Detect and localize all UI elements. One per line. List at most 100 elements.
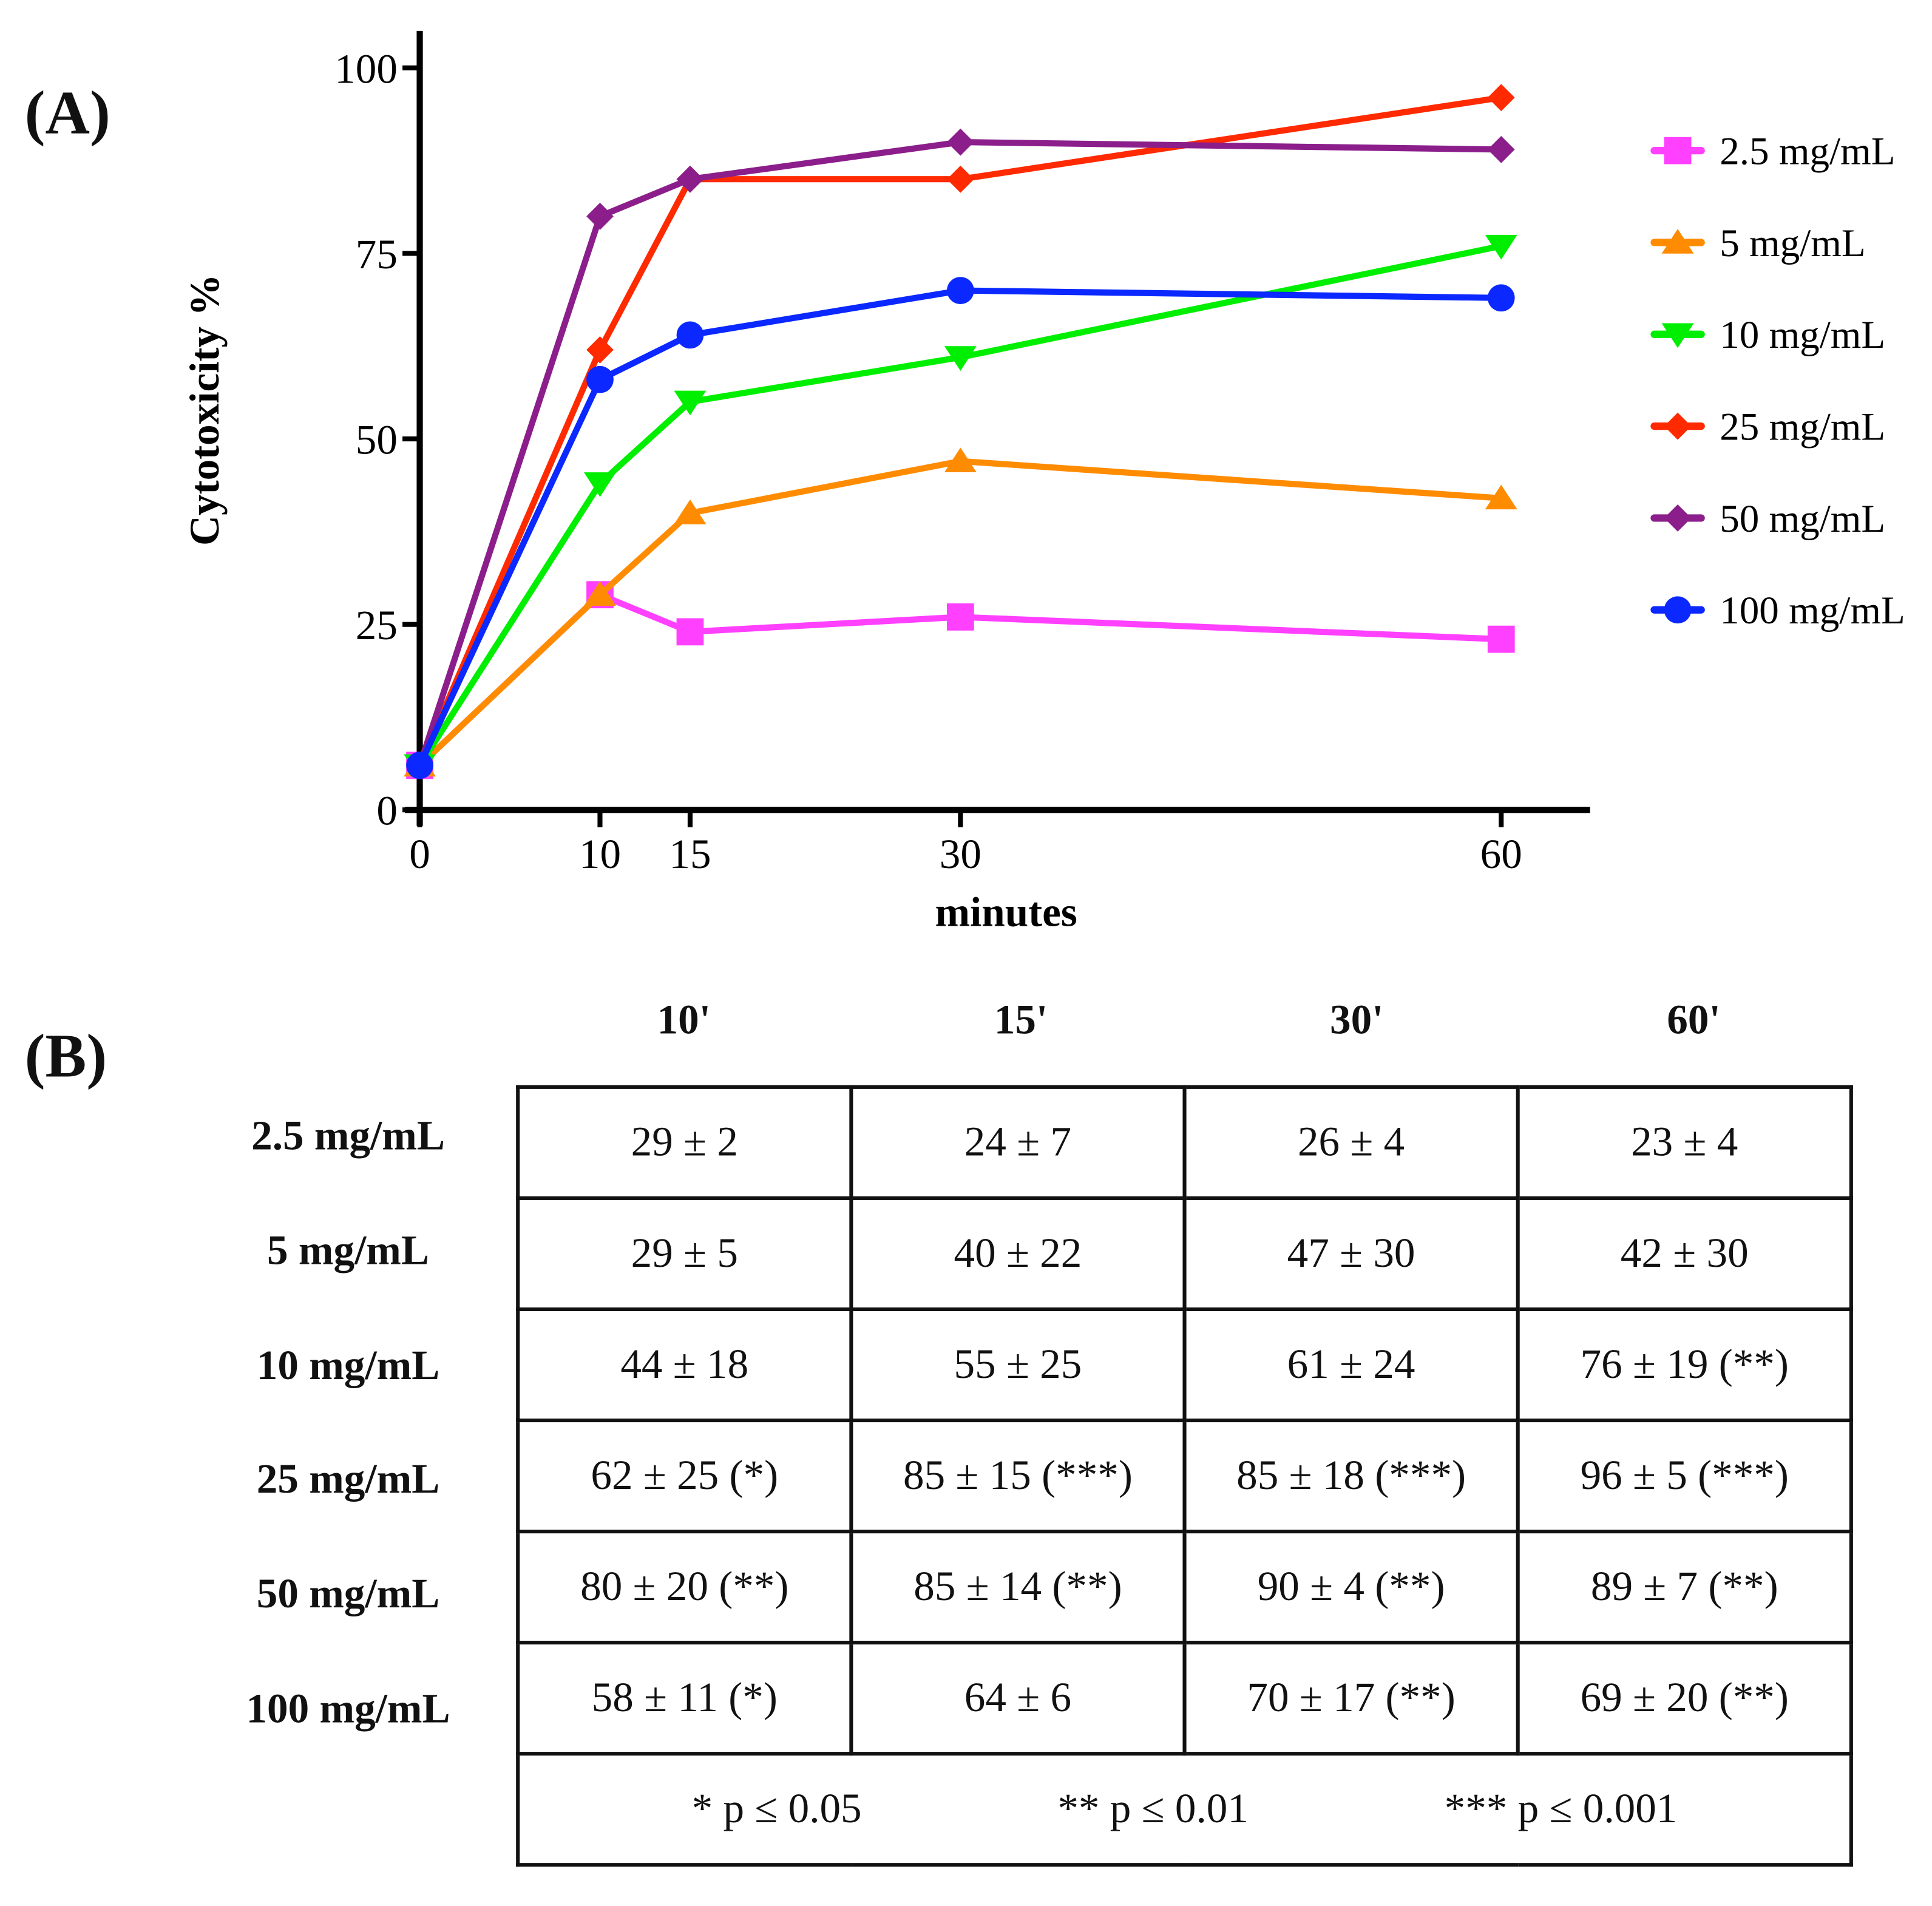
- legend-item: 50 mg/mL: [1650, 497, 1885, 541]
- row-header: 25 mg/mL: [256, 1457, 440, 1504]
- x-tick-label: 0: [409, 830, 430, 877]
- data-point: [586, 202, 614, 230]
- data-point: [674, 390, 707, 416]
- data-point: [676, 618, 704, 646]
- table-row: 44 ± 18 55 ± 25 61 ± 24 76 ± 19 (**): [516, 1307, 1853, 1423]
- legend-marker: [1664, 596, 1692, 624]
- legend-marker: [1664, 412, 1692, 440]
- table-row: 29 ± 5 40 ± 22 47 ± 30 42 ± 30: [516, 1196, 1853, 1312]
- table-row: 58 ± 11 (*) 64 ± 6 70 ± 17 (**) 69 ± 20 (**…: [516, 1641, 1853, 1756]
- table-cell: 70 ± 17 (**): [1182, 1641, 1520, 1756]
- table-cell: 76 ± 19 (**): [1516, 1307, 1853, 1423]
- table-cell: 89 ± 7 (**): [1516, 1530, 1853, 1645]
- legend-label: 25 mg/mL: [1720, 405, 1885, 449]
- table-cell: 29 ± 2: [516, 1085, 853, 1200]
- table-cell: 64 ± 6: [849, 1641, 1187, 1756]
- data-point: [586, 336, 614, 364]
- data-point: [944, 346, 977, 371]
- column-header: 10': [657, 997, 711, 1043]
- series-0: [406, 581, 1515, 779]
- table-cell: 44 ± 18: [516, 1307, 853, 1423]
- legend-marker: [1664, 137, 1692, 164]
- legend-item: 25 mg/mL: [1650, 405, 1885, 449]
- table-cell: 80 ± 20 (**): [516, 1530, 853, 1645]
- significance-footnote: * p ≤ 0.05: [691, 1786, 862, 1832]
- series-line: [416, 94, 1502, 767]
- panel-b-label: (B): [24, 1021, 107, 1090]
- data-point: [406, 751, 433, 779]
- data-point: [947, 603, 974, 631]
- row-header: 50 mg/mL: [256, 1572, 440, 1618]
- table-cell: 23 ± 4: [1516, 1085, 1853, 1200]
- table-cell: 24 ± 7: [849, 1085, 1187, 1200]
- legend-marker: [1661, 323, 1694, 348]
- table-row: 62 ± 25 (*) 85 ± 15 (***) 85 ± 18 (***) 96 …: [516, 1418, 1853, 1534]
- legend-label: 50 mg/mL: [1720, 497, 1885, 541]
- data-point: [1487, 625, 1515, 653]
- table-row: 80 ± 20 (**) 85 ± 14 (**) 90 ± 4 (**) 89 ± …: [516, 1530, 1853, 1645]
- table-cell: 96 ± 5 (***): [1516, 1418, 1853, 1534]
- data-point: [676, 321, 704, 349]
- legend-item: 10 mg/mL: [1650, 313, 1885, 357]
- panel-a-label: (A): [24, 78, 110, 148]
- row-header: 2.5 mg/mL: [251, 1113, 445, 1159]
- y-axis-label: Cytotoxicity %: [181, 274, 228, 546]
- footnote-cell: * p ≤ 0.05 ** p ≤ 0.01 *** p ≤ 0.001: [516, 1752, 1853, 1867]
- x-tick-label: 15: [669, 830, 711, 877]
- table-cell: 47 ± 30: [1182, 1196, 1520, 1312]
- data-point: [1487, 135, 1515, 163]
- table-row: 29 ± 2 24 ± 7 26 ± 4 23 ± 4: [516, 1085, 1853, 1200]
- data-point: [947, 165, 974, 193]
- data-point: [584, 472, 616, 497]
- y-tick-label: 75: [356, 231, 398, 277]
- data-point: [1485, 484, 1517, 510]
- table-cell: 85 ± 15 (***): [849, 1418, 1187, 1534]
- series-line: [417, 243, 1502, 767]
- x-tick-label: 30: [940, 830, 981, 877]
- table-cell: 42 ± 30: [1516, 1196, 1853, 1312]
- significance-footnote: ** p ≤ 0.01: [1057, 1786, 1249, 1832]
- data-point: [1487, 284, 1515, 312]
- cytotoxicity-line-chart: 0 25 50 75 100 0 10 15 30 60 2.5 mg/mL 5 mg/mL 10 mg…: [181, 30, 1905, 935]
- legend-item: 2.5 mg/mL: [1650, 130, 1895, 174]
- results-table: 29 ± 2 24 ± 7 26 ± 4 23 ± 4 29 ± 5 40 ± 22 47 …: [516, 1085, 1853, 1867]
- table-cell: 62 ± 25 (*): [516, 1418, 853, 1534]
- table-cell: 58 ± 11 (*): [516, 1641, 853, 1756]
- table-cell: 61 ± 24: [1182, 1307, 1520, 1423]
- row-header: 10 mg/mL: [256, 1343, 440, 1389]
- y-tick-label: 50: [356, 416, 398, 463]
- data-point: [586, 365, 614, 393]
- x-tick-label: 60: [1480, 830, 1522, 877]
- data-point: [676, 165, 704, 193]
- table-cell: 29 ± 5: [516, 1196, 853, 1312]
- legend-label: 10 mg/mL: [1720, 313, 1885, 357]
- significance-footnote: *** p ≤ 0.001: [1444, 1786, 1678, 1832]
- data-point: [1485, 234, 1517, 260]
- data-point: [1487, 84, 1515, 112]
- table-cell: 26 ± 4: [1182, 1085, 1520, 1200]
- y-tick-label: 0: [376, 787, 398, 834]
- row-header: 5 mg/mL: [267, 1228, 430, 1274]
- legend-label: 2.5 mg/mL: [1720, 130, 1895, 174]
- table-cell: 85 ± 14 (**): [849, 1530, 1187, 1645]
- legend-label: 5 mg/mL: [1720, 222, 1865, 265]
- table-cell: 85 ± 18 (***): [1182, 1418, 1520, 1534]
- legend-label: 100 mg/mL: [1720, 589, 1905, 633]
- column-header: 15': [994, 997, 1048, 1043]
- x-axis-label: minutes: [935, 888, 1077, 935]
- footnote-row: * p ≤ 0.05 ** p ≤ 0.01 *** p ≤ 0.001: [516, 1752, 1853, 1867]
- data-point: [947, 277, 974, 304]
- series-2: [404, 234, 1517, 779]
- legend-item: 5 mg/mL: [1650, 222, 1866, 265]
- table-cell: 90 ± 4 (**): [1182, 1530, 1520, 1645]
- table-cell: 69 ± 20 (**): [1516, 1641, 1853, 1756]
- legend-marker: [1661, 229, 1694, 254]
- y-tick-label: 100: [334, 45, 398, 92]
- column-header: 30': [1330, 997, 1384, 1043]
- data-point: [584, 581, 616, 606]
- legend-item: 100 mg/mL: [1650, 589, 1905, 633]
- column-header: 60': [1667, 997, 1721, 1043]
- y-tick-label: 25: [356, 602, 398, 648]
- series-5: [406, 277, 1515, 779]
- data-point: [944, 447, 977, 473]
